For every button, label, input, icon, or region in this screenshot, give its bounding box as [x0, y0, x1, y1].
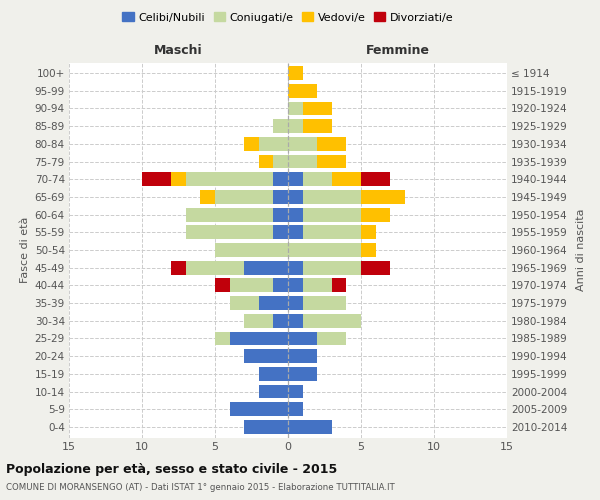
Bar: [274, 154, 288, 168]
Bar: [186, 208, 274, 222]
Bar: [244, 261, 288, 274]
Bar: [274, 120, 288, 133]
Bar: [230, 332, 288, 345]
Bar: [288, 332, 317, 345]
Bar: [288, 226, 302, 239]
Bar: [274, 314, 288, 328]
Bar: [361, 243, 376, 257]
Bar: [186, 226, 274, 239]
Bar: [288, 420, 332, 434]
Bar: [288, 190, 302, 204]
Text: COMUNE DI MORANSENGO (AT) - Dati ISTAT 1° gennaio 2015 - Elaborazione TUTTITALIA: COMUNE DI MORANSENGO (AT) - Dati ISTAT 1…: [6, 484, 395, 492]
Text: Femmine: Femmine: [365, 44, 430, 57]
Bar: [200, 190, 215, 204]
Bar: [288, 102, 302, 116]
Legend: Celibi/Nubili, Coniugati/e, Vedovi/e, Divorziati/e: Celibi/Nubili, Coniugati/e, Vedovi/e, Di…: [118, 8, 458, 27]
Bar: [244, 420, 288, 434]
Bar: [259, 137, 288, 151]
Y-axis label: Anni di nascita: Anni di nascita: [576, 209, 586, 291]
Bar: [332, 172, 361, 186]
Bar: [288, 154, 317, 168]
Bar: [230, 278, 274, 292]
Bar: [288, 120, 302, 133]
Bar: [215, 332, 230, 345]
Bar: [302, 261, 361, 274]
Bar: [361, 261, 390, 274]
Bar: [259, 384, 288, 398]
Text: Maschi: Maschi: [154, 44, 203, 57]
Bar: [259, 154, 274, 168]
Bar: [230, 402, 288, 416]
Bar: [288, 261, 302, 274]
Bar: [274, 172, 288, 186]
Bar: [317, 137, 346, 151]
Bar: [274, 190, 288, 204]
Bar: [332, 278, 346, 292]
Bar: [274, 208, 288, 222]
Bar: [259, 296, 288, 310]
Bar: [302, 296, 346, 310]
Bar: [142, 172, 171, 186]
Bar: [302, 278, 332, 292]
Bar: [288, 172, 302, 186]
Bar: [244, 137, 259, 151]
Bar: [186, 261, 244, 274]
Bar: [361, 226, 376, 239]
Bar: [288, 278, 302, 292]
Bar: [288, 367, 317, 380]
Bar: [288, 243, 361, 257]
Bar: [274, 226, 288, 239]
Bar: [302, 102, 332, 116]
Bar: [244, 314, 274, 328]
Bar: [288, 296, 302, 310]
Bar: [215, 278, 230, 292]
Y-axis label: Fasce di età: Fasce di età: [20, 217, 31, 283]
Bar: [288, 314, 302, 328]
Bar: [274, 278, 288, 292]
Bar: [302, 226, 361, 239]
Bar: [302, 190, 361, 204]
Bar: [171, 261, 186, 274]
Bar: [361, 172, 390, 186]
Bar: [215, 190, 274, 204]
Bar: [302, 208, 361, 222]
Bar: [302, 172, 332, 186]
Bar: [361, 190, 405, 204]
Bar: [288, 384, 302, 398]
Bar: [186, 172, 274, 186]
Bar: [317, 332, 346, 345]
Bar: [288, 84, 317, 98]
Bar: [288, 349, 317, 363]
Bar: [288, 402, 302, 416]
Bar: [171, 172, 186, 186]
Text: Popolazione per età, sesso e stato civile - 2015: Popolazione per età, sesso e stato civil…: [6, 462, 337, 475]
Bar: [288, 208, 302, 222]
Bar: [317, 154, 346, 168]
Bar: [302, 314, 361, 328]
Bar: [288, 137, 317, 151]
Bar: [361, 208, 390, 222]
Bar: [302, 120, 332, 133]
Bar: [230, 296, 259, 310]
Bar: [215, 243, 288, 257]
Bar: [244, 349, 288, 363]
Bar: [288, 66, 302, 80]
Bar: [259, 367, 288, 380]
